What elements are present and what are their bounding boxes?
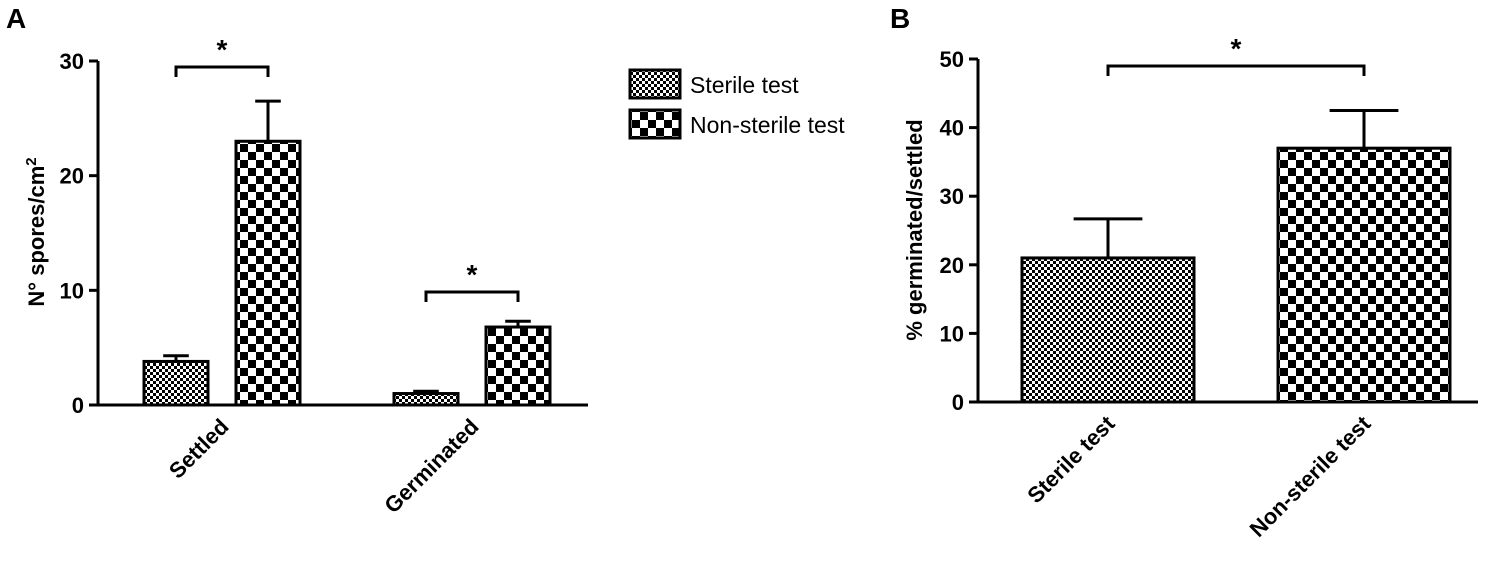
panel-b-y-tick-label: 0	[952, 390, 964, 415]
panel-a-bar	[234, 139, 302, 407]
panel-a-significance-mark: *	[217, 34, 228, 65]
legend-swatch-non-sterile	[628, 108, 682, 140]
panel-a-bar	[392, 392, 460, 407]
panel-b-label: B	[890, 3, 910, 34]
panel-b-bar	[1276, 146, 1452, 404]
panel-a-category-label: Settled	[164, 414, 234, 484]
chart-panel-a: N° spores/cm2 0 10 20 30 Settled Germinated * *	[23, 34, 588, 518]
legend-swatch-sterile	[628, 68, 682, 100]
panel-a-bar	[484, 325, 552, 407]
panel-b-bar	[1020, 256, 1196, 404]
panel-b-significance-mark: *	[1231, 33, 1242, 64]
panel-a-y-tick-label: 0	[72, 393, 84, 418]
panel-b-y-tick-label: 10	[940, 321, 964, 346]
panel-a-y-tick-label: 20	[60, 164, 84, 189]
legend: Sterile test Non-sterile test	[628, 68, 845, 140]
panel-b-significance-bracket	[1106, 64, 1366, 76]
panel-b-y-tick-label: 30	[940, 184, 964, 209]
panel-a-y-tick-label: 30	[60, 49, 84, 74]
panel-a-label: A	[6, 3, 26, 34]
chart-panel-b: % germinated/settled 0 10 20 30 40 50 Sterile …	[902, 33, 1478, 542]
legend-label-sterile: Sterile test	[690, 72, 799, 98]
panel-b-y-axis-label: % germinated/settled	[902, 119, 927, 340]
panel-b-category-label: Sterile test	[1022, 410, 1120, 508]
panel-a-y-tick-label: 10	[60, 278, 84, 303]
panel-a-bar	[142, 359, 210, 407]
panel-a-significance-mark: *	[467, 259, 478, 290]
panel-b-y-tick-label: 40	[940, 116, 964, 141]
panel-b-category-label: Non-sterile test	[1245, 410, 1376, 541]
panel-b-y-tick-label: 20	[940, 253, 964, 278]
panel-a-category-label: Germinated	[379, 414, 483, 518]
legend-label-non-sterile: Non-sterile test	[690, 112, 845, 138]
panel-a-y-axis-label: N° spores/cm2	[23, 157, 49, 306]
panel-b-y-tick-label: 50	[940, 47, 964, 72]
panel-a-significance-bracket	[424, 290, 520, 302]
panel-a-significance-bracket	[174, 65, 270, 77]
